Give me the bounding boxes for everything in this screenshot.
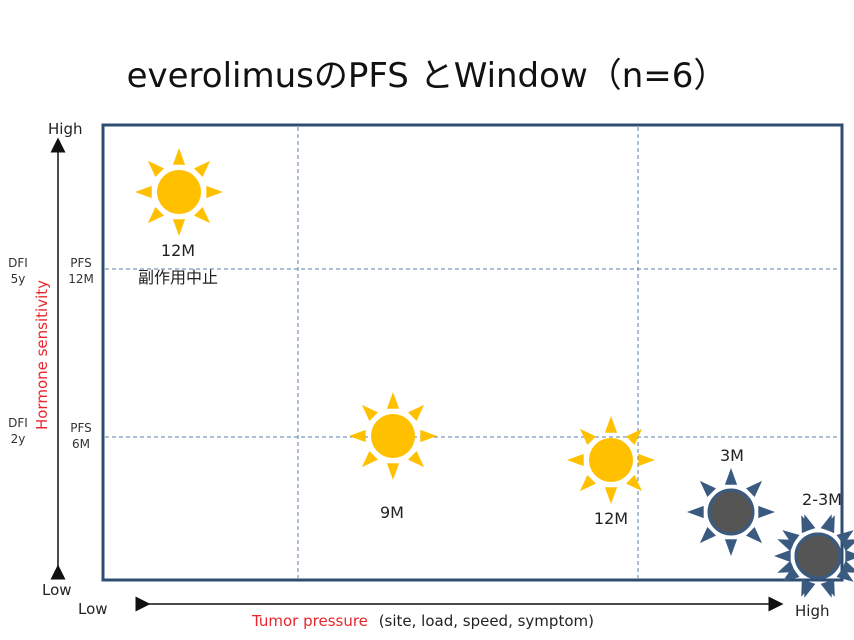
y-axis-low-label: Low — [42, 581, 72, 599]
sun-ray — [147, 160, 164, 177]
patient-5-pfs: 2-3M — [802, 490, 842, 509]
dfi-5y-label: DFI 5y — [8, 256, 28, 286]
patient-3-pfs: 12M — [593, 509, 629, 528]
sun-ray — [777, 560, 796, 573]
sun-ray — [386, 392, 400, 409]
sun-ray — [420, 429, 437, 443]
sun-ray — [746, 527, 763, 544]
plot-frame — [101, 123, 844, 582]
sun-ray — [699, 527, 716, 544]
x-axis-title-main: Tumor pressure — [252, 612, 368, 630]
pfs-12m-label: PFS 12M — [68, 256, 94, 286]
sun-ray — [386, 463, 400, 480]
x-axis-low-label: Low — [78, 600, 108, 618]
sun-ray — [638, 453, 655, 467]
patient-2-pfs: 9M — [380, 503, 404, 522]
sun-ray — [408, 451, 425, 468]
sun-ray — [687, 505, 704, 519]
y-axis-high-label: High — [48, 120, 83, 138]
sun-ray — [361, 404, 378, 421]
page-title: everolimusのPFS とWindow（n=6） — [126, 56, 728, 96]
sun-ray — [604, 416, 618, 433]
sun-ray — [699, 480, 716, 497]
sun-ray — [758, 505, 775, 519]
patient-4-pfs: 3M — [720, 446, 744, 465]
sun-disc — [371, 414, 415, 458]
sun-ray — [782, 530, 800, 545]
patient-1-pfs: 12M — [160, 241, 196, 260]
patient-1-sun-icon — [135, 148, 223, 236]
sun-ray — [408, 404, 425, 421]
sun-disc — [794, 532, 842, 580]
sun-ray — [579, 475, 596, 492]
sun-ray — [194, 207, 211, 224]
sun-ray — [782, 567, 800, 582]
patient-4-dark-sun-icon — [687, 468, 775, 556]
sun-ray — [567, 453, 584, 467]
sun-ray — [206, 185, 223, 199]
patient-2-sun-icon — [349, 392, 437, 480]
sun-disc — [157, 170, 201, 214]
sun-ray — [840, 560, 854, 573]
sun-ray — [361, 451, 378, 468]
sun-ray — [724, 539, 738, 556]
pfs-6m-label: PFS 6M — [70, 421, 92, 451]
sun-ray — [746, 480, 763, 497]
sun-ray — [172, 219, 186, 236]
sun-ray — [604, 487, 618, 504]
sun-ray — [626, 428, 643, 445]
sun-disc — [707, 488, 755, 536]
dfi-2y-label: DFI 2y — [8, 416, 28, 446]
sun-ray — [836, 567, 854, 582]
x-axis-high-label: High — [795, 602, 830, 620]
sun-ray — [135, 185, 152, 199]
sun-ray — [349, 429, 366, 443]
sun-ray — [836, 530, 854, 545]
sun-ray — [801, 578, 814, 597]
sun-ray — [774, 549, 791, 563]
sun-disc — [589, 438, 633, 482]
x-axis-title-detail: (site, load, speed, symptom) — [378, 612, 594, 630]
sun-ray — [579, 428, 596, 445]
sun-ray — [801, 515, 814, 534]
sun-ray — [724, 468, 738, 485]
sun-ray — [777, 539, 796, 552]
sun-ray — [822, 578, 835, 597]
x-axis-title: Tumor pressure (site, load, speed, sympt… — [252, 612, 594, 630]
sun-ray — [147, 207, 164, 224]
patient-6-dark-sun-icon — [777, 515, 854, 597]
patient-3-sun-icon — [567, 416, 655, 504]
patient-1-note: 副作用中止 — [137, 268, 218, 287]
sun-ray — [194, 160, 211, 177]
sun-ray — [626, 475, 643, 492]
y-axis-title: Hormone sensitivity — [33, 279, 51, 431]
sun-ray — [845, 549, 854, 563]
sun-ray — [172, 148, 186, 165]
sun-ray — [840, 539, 854, 552]
sun-ray — [822, 515, 835, 534]
